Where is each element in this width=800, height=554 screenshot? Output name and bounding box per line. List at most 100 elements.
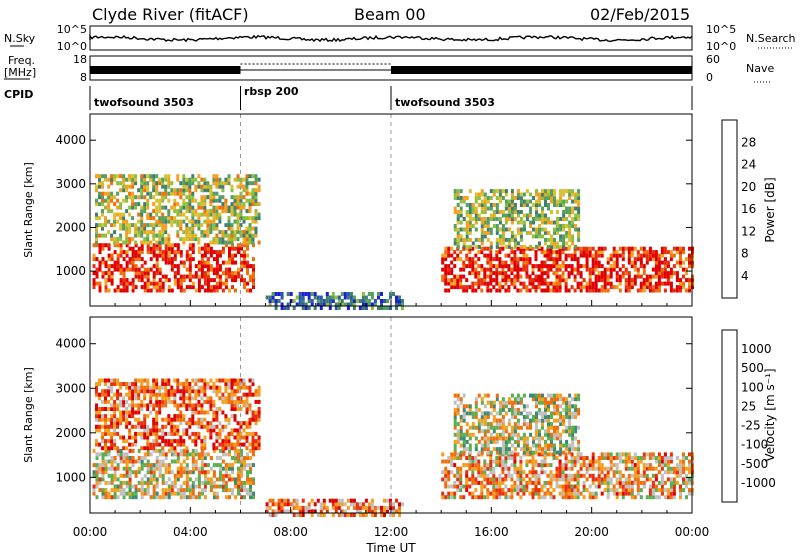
velocity-cells-cell-3 bbox=[507, 447, 511, 452]
velocity-cells-cell-2 bbox=[477, 466, 481, 471]
power-cells-cell-1 bbox=[125, 223, 129, 228]
power-cells-cell-2 bbox=[627, 253, 631, 258]
velocity-cells-cell-0 bbox=[149, 480, 153, 485]
velocity-cells-cell-0 bbox=[98, 452, 102, 457]
velocity-cells-cell-2 bbox=[648, 466, 652, 471]
velocity-cells-cell-0 bbox=[137, 480, 141, 485]
velocity-cells-cell-1 bbox=[125, 385, 129, 390]
velocity-cells-cell-0 bbox=[185, 452, 189, 457]
power-cells-cell-3 bbox=[480, 234, 484, 239]
velocity-cells-cell-4 bbox=[319, 502, 323, 507]
velocity-cells-cell-3 bbox=[516, 407, 520, 412]
velocity-cells-cell-4 bbox=[307, 505, 311, 510]
power-cells-cell-0 bbox=[197, 260, 201, 265]
velocity-cells-cell-0 bbox=[200, 452, 204, 457]
velocity-cells-cell-0 bbox=[212, 463, 216, 468]
velocity-cells-cell-2 bbox=[582, 488, 586, 493]
velocity-cells-cell-3 bbox=[525, 415, 529, 419]
velocity-cells-cell-2 bbox=[510, 488, 514, 493]
power-cells-cell-0 bbox=[152, 264, 156, 269]
velocity-cells-cell-1 bbox=[227, 382, 231, 386]
power-cells-cell-0 bbox=[104, 285, 108, 290]
velocity-cells-cell-0 bbox=[104, 491, 108, 496]
power-cells-cell-1 bbox=[185, 184, 189, 189]
velocity-cells-cell-2 bbox=[495, 463, 499, 468]
velocity-cells-cell-2 bbox=[630, 495, 634, 500]
power-cells-cell-1 bbox=[101, 209, 104, 214]
velocity-cells-cell-0 bbox=[122, 480, 126, 485]
velocity-cells-cell-3 bbox=[468, 450, 472, 455]
velocity-cells-cell-3 bbox=[547, 432, 550, 437]
velocity-cells-cell-3 bbox=[513, 397, 517, 402]
power-cells-cell-1 bbox=[155, 174, 159, 179]
power-cells-cell-2 bbox=[540, 264, 544, 269]
power-cells-cell-0 bbox=[212, 267, 216, 272]
velocity-cells-cell-2 bbox=[510, 491, 514, 496]
power-cells-cell-0 bbox=[228, 246, 231, 251]
power-cells-cell-1 bbox=[212, 205, 216, 210]
velocity-cells-cell-0 bbox=[152, 463, 156, 468]
power-cells-cell-3 bbox=[538, 241, 541, 246]
velocity-cells-cell-0 bbox=[197, 456, 201, 460]
freq-left-tick-high: 18 bbox=[73, 53, 87, 66]
velocity-cells-cell-1 bbox=[161, 378, 165, 383]
velocity-cells-cell-3 bbox=[522, 443, 526, 448]
velocity-cells-cell-0 bbox=[176, 459, 180, 464]
velocity-cells-cell-0 bbox=[191, 484, 195, 489]
power-cells-cell-2 bbox=[561, 271, 565, 276]
velocity-cells-cell-3 bbox=[565, 397, 569, 402]
velocity-cells-cell-3 bbox=[459, 397, 463, 402]
power-cells-cell-4 bbox=[316, 302, 320, 307]
velocity-cells-cell-3 bbox=[553, 407, 556, 412]
power-cells-cell-1 bbox=[134, 174, 138, 179]
velocity-cells-cell-0 bbox=[101, 470, 105, 475]
velocity-cells-cell-2 bbox=[615, 466, 619, 471]
velocity-cells-cell-0 bbox=[134, 459, 138, 464]
power-cells-cell-3 bbox=[474, 244, 478, 249]
power-cells-cell-0 bbox=[221, 271, 225, 276]
velocity-cells-cell-0 bbox=[101, 452, 105, 457]
velocity-cells-cell-0 bbox=[161, 473, 165, 478]
power-cells-cell-1 bbox=[188, 209, 192, 214]
velocity-cells-cell-1 bbox=[134, 431, 138, 436]
cpid-segment-1: twofsound 3503 bbox=[94, 96, 194, 109]
velocity-cells-cell-2 bbox=[606, 491, 610, 496]
power-cells-cell-3 bbox=[571, 224, 575, 228]
power-cells-cell-1 bbox=[203, 198, 207, 203]
power-cells-cell-0 bbox=[203, 264, 207, 269]
velocity-cells-cell-2 bbox=[522, 488, 526, 493]
power-cells-cell-3 bbox=[538, 192, 541, 197]
power-cells-cell-4 bbox=[337, 302, 341, 307]
power-cells-cell-1 bbox=[149, 177, 153, 182]
power-cells-cell-3 bbox=[577, 230, 581, 235]
power-cells-cell-2 bbox=[483, 267, 487, 272]
power-cells-cell-4 bbox=[322, 299, 326, 303]
velocity-cells-cell-1 bbox=[227, 421, 231, 426]
velocity-cells-cell-3 bbox=[462, 411, 466, 416]
power-cells-cell-0 bbox=[158, 285, 162, 290]
velocity-cells-cell-1 bbox=[245, 435, 249, 440]
power-cells-cell-3 bbox=[525, 230, 529, 235]
freq-unit-label: [MHz] bbox=[4, 66, 36, 79]
velocity-cells-cell-4 bbox=[380, 513, 383, 517]
power-cells-cell-2 bbox=[679, 253, 682, 258]
power-cells-cell-3 bbox=[510, 210, 514, 214]
velocity-cells-cell-3 bbox=[510, 415, 514, 419]
power-cells-cell-1 bbox=[245, 233, 249, 238]
velocity-cells-cell-1 bbox=[179, 439, 183, 444]
power-cells-cell-4 bbox=[286, 292, 290, 296]
power-cells-cell-1 bbox=[182, 181, 186, 186]
power-cells-cell-2 bbox=[591, 260, 595, 265]
velocity-cells-cell-0 bbox=[149, 470, 153, 475]
velocity-cells-cell-1 bbox=[257, 392, 261, 397]
power-cells-cell-1 bbox=[230, 230, 234, 235]
power-cells-cell-2 bbox=[510, 267, 514, 272]
velocity-cells-cell-4 bbox=[392, 505, 395, 510]
velocity-heatmap bbox=[92, 378, 694, 517]
velocity-cells-cell-0 bbox=[95, 463, 99, 468]
velocity-cells-cell-1 bbox=[155, 399, 159, 404]
velocity-cells-cell-2 bbox=[540, 484, 544, 489]
velocity-cells-cell-0 bbox=[197, 477, 201, 482]
velocity-cells-cell-3 bbox=[550, 439, 553, 444]
velocity-cells-cell-1 bbox=[215, 389, 219, 394]
